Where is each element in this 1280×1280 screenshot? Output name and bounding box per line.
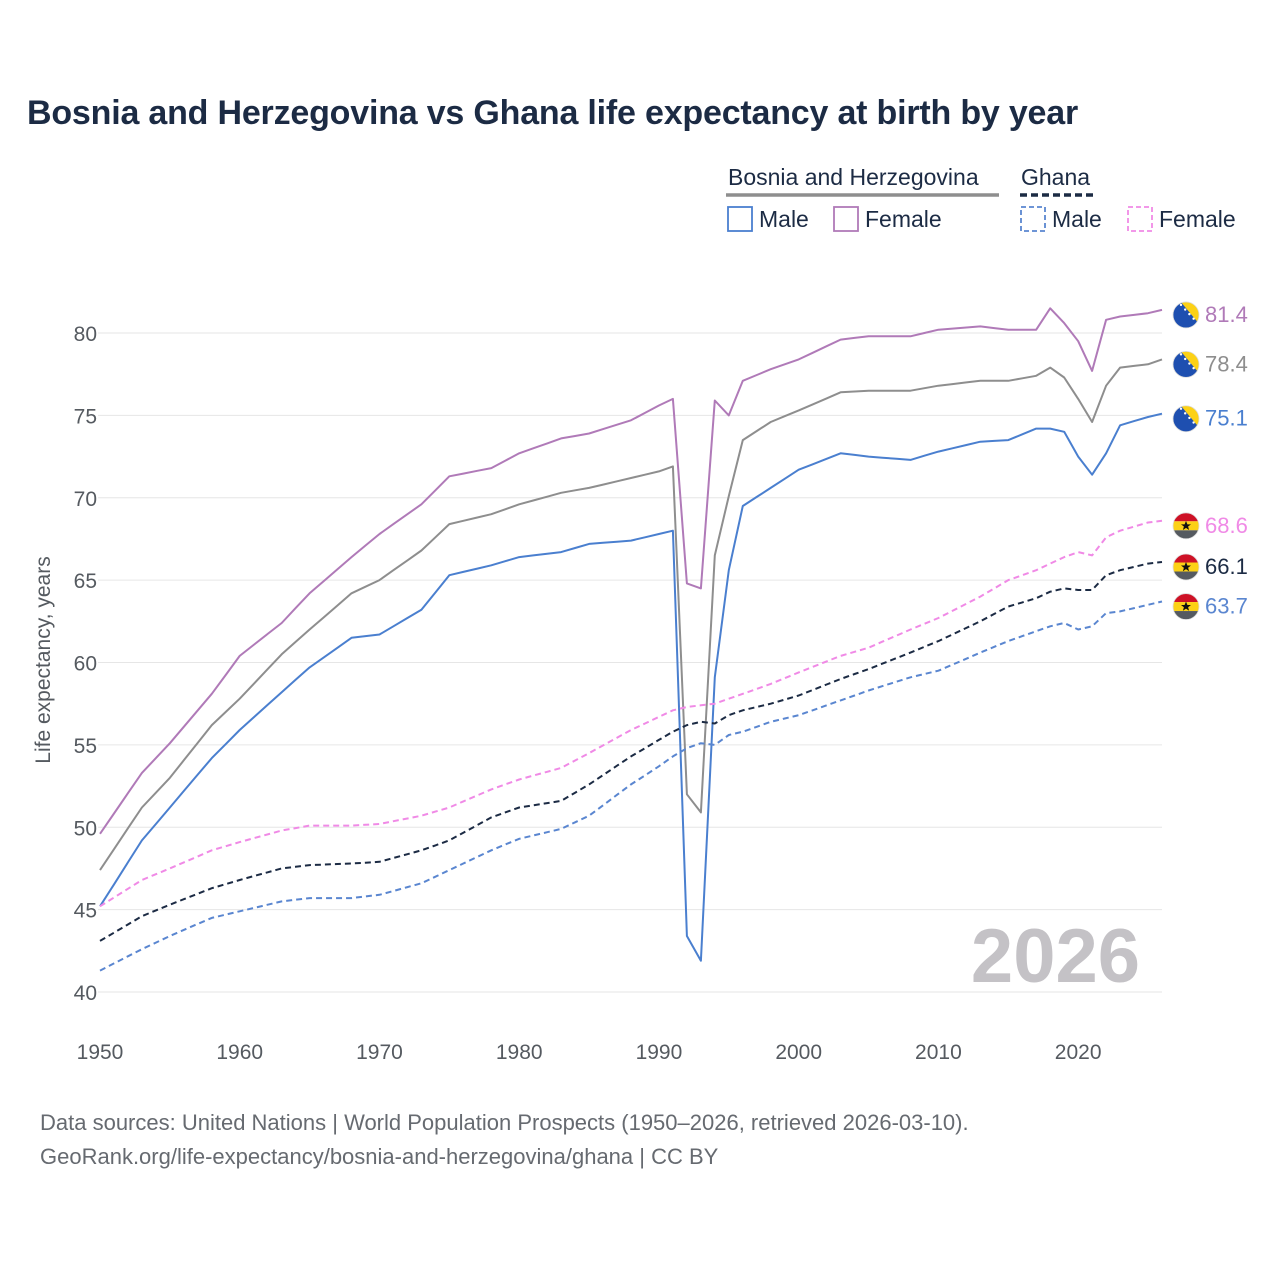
legend-bosnia-male-label: Male xyxy=(759,206,809,232)
end-label-ghana-male: 63.7 xyxy=(1205,594,1248,619)
end-label-ghana-female: 68.6 xyxy=(1205,513,1248,538)
legend-ghana-female-label: Female xyxy=(1159,206,1236,232)
y-tick-label-80: 80 xyxy=(74,323,97,346)
y-tick-label-45: 45 xyxy=(74,900,97,923)
x-tick-label-2020: 2020 xyxy=(1055,1041,1102,1064)
legend-bosnia-male-swatch xyxy=(727,206,753,232)
y-axis-label: Life expectancy, years xyxy=(32,556,55,763)
flag-ghana-total xyxy=(1172,553,1200,581)
flag-bosnia-and-herzegovina-female xyxy=(1172,301,1200,329)
flag-bosnia-and-herzegovina-total xyxy=(1172,350,1200,378)
chart-title: Bosnia and Herzegovina vs Ghana life exp… xyxy=(27,94,1079,132)
series-line-bosnia-and-herzegovina-total xyxy=(99,358,1163,871)
y-axis-ticks: 40 45 50 55 60 65 70 75 80 xyxy=(74,323,97,1005)
x-tick-label-1970: 1970 xyxy=(356,1041,403,1064)
x-tick-label-2010: 2010 xyxy=(915,1041,962,1064)
series-line-ghana-total xyxy=(99,561,1163,942)
x-tick-label-1980: 1980 xyxy=(496,1041,543,1064)
legend-group-ghana: Ghana xyxy=(1021,164,1090,190)
y-tick-label-40: 40 xyxy=(74,982,97,1005)
y-tick-label-75: 75 xyxy=(74,405,97,428)
series-lines xyxy=(99,307,1163,972)
legend-group-bosnia: Bosnia and Herzegovina xyxy=(728,164,979,190)
end-label-ghana-total: 66.1 xyxy=(1205,554,1248,579)
series-line-ghana-female xyxy=(99,519,1163,908)
y-tick-label-55: 55 xyxy=(74,735,97,758)
end-label-bosnia-and-herzegovina-total: 78.4 xyxy=(1205,351,1248,376)
end-labels: 81.4 78.4 75.1 68.6 66.1 63.7 xyxy=(1172,301,1248,620)
gridlines xyxy=(98,332,1162,993)
x-axis-ticks: 1950 1960 1970 1980 1990 2000 2010 2020 xyxy=(77,1041,1102,1064)
year-watermark: 2026 xyxy=(971,914,1140,999)
source-note: Data sources: United Nations | World Pop… xyxy=(40,1106,969,1174)
y-tick-label-70: 70 xyxy=(74,488,97,511)
series-line-bosnia-and-herzegovina-male xyxy=(99,412,1163,962)
flag-ghana-male xyxy=(1172,593,1200,620)
flag-bosnia-and-herzegovina-male xyxy=(1172,405,1200,433)
y-tick-label-60: 60 xyxy=(74,653,97,676)
source-line-1: Data sources: United Nations | World Pop… xyxy=(40,1110,969,1135)
end-label-bosnia-and-herzegovina-male: 75.1 xyxy=(1205,406,1248,431)
x-tick-label-1960: 1960 xyxy=(216,1041,263,1064)
flag-ghana-female xyxy=(1172,512,1200,540)
legend-bosnia-female-label: Female xyxy=(865,206,942,232)
legend-ghana-female-swatch xyxy=(1127,206,1153,232)
legend-ghana-male-swatch xyxy=(1020,206,1046,232)
series-line-ghana-male xyxy=(99,600,1163,972)
x-tick-label-2000: 2000 xyxy=(775,1041,822,1064)
legend: Bosnia and Herzegovina Ghana Male Female… xyxy=(726,164,1236,232)
legend-ghana-male-label: Male xyxy=(1052,206,1102,232)
series-line-bosnia-and-herzegovina-female xyxy=(99,307,1163,835)
y-tick-label-50: 50 xyxy=(74,817,97,840)
y-tick-label-65: 65 xyxy=(74,570,97,593)
end-label-bosnia-and-herzegovina-female: 81.4 xyxy=(1205,302,1248,327)
source-line-2: GeoRank.org/life-expectancy/bosnia-and-h… xyxy=(40,1144,719,1169)
x-tick-label-1990: 1990 xyxy=(636,1041,683,1064)
legend-bosnia-female-swatch xyxy=(833,206,859,232)
x-tick-label-1950: 1950 xyxy=(77,1041,124,1064)
